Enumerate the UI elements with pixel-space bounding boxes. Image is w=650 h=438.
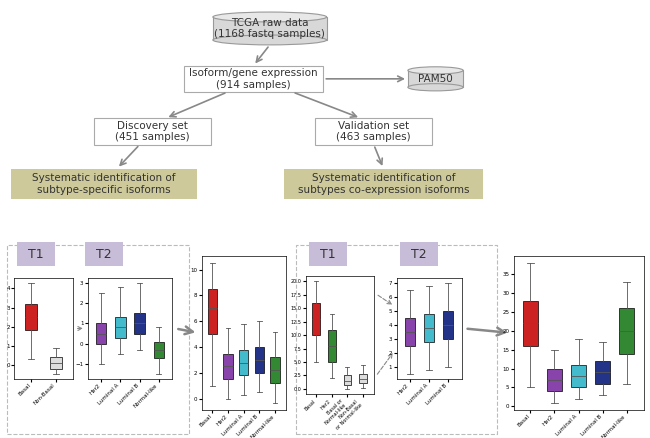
- PathPatch shape: [443, 311, 454, 339]
- Text: Validation set
(463 samples): Validation set (463 samples): [337, 120, 411, 142]
- PathPatch shape: [547, 369, 562, 391]
- Text: T2: T2: [96, 247, 112, 261]
- FancyBboxPatch shape: [315, 118, 432, 145]
- FancyBboxPatch shape: [6, 245, 188, 434]
- FancyBboxPatch shape: [285, 169, 482, 199]
- Text: Systematic identification of
subtypes co-expression isoforms: Systematic identification of subtypes co…: [298, 173, 469, 195]
- PathPatch shape: [571, 365, 586, 388]
- PathPatch shape: [25, 304, 38, 330]
- PathPatch shape: [313, 303, 320, 335]
- PathPatch shape: [424, 314, 434, 342]
- FancyBboxPatch shape: [184, 66, 324, 92]
- PathPatch shape: [115, 317, 125, 338]
- FancyBboxPatch shape: [309, 242, 347, 266]
- Text: Discovery set
(451 samples): Discovery set (451 samples): [116, 120, 190, 142]
- PathPatch shape: [224, 353, 233, 379]
- PathPatch shape: [595, 361, 610, 384]
- Text: TCGA raw data
(1168 fastq samples): TCGA raw data (1168 fastq samples): [214, 18, 325, 39]
- PathPatch shape: [135, 313, 145, 334]
- PathPatch shape: [96, 323, 107, 344]
- PathPatch shape: [359, 374, 367, 383]
- Text: PAM50: PAM50: [418, 74, 453, 84]
- FancyBboxPatch shape: [12, 169, 196, 199]
- Text: T1: T1: [28, 247, 44, 261]
- PathPatch shape: [404, 318, 415, 346]
- Ellipse shape: [213, 35, 326, 45]
- PathPatch shape: [270, 357, 280, 383]
- PathPatch shape: [343, 375, 351, 385]
- PathPatch shape: [49, 357, 62, 368]
- FancyBboxPatch shape: [94, 118, 211, 145]
- Ellipse shape: [408, 67, 463, 74]
- FancyBboxPatch shape: [400, 242, 438, 266]
- Ellipse shape: [213, 12, 326, 22]
- PathPatch shape: [328, 330, 336, 362]
- PathPatch shape: [255, 347, 264, 373]
- FancyBboxPatch shape: [85, 242, 123, 266]
- PathPatch shape: [619, 308, 634, 353]
- PathPatch shape: [208, 289, 217, 334]
- Text: Systematic identification of
subtype-specific isoforms: Systematic identification of subtype-spe…: [32, 173, 176, 195]
- PathPatch shape: [239, 350, 248, 375]
- FancyBboxPatch shape: [17, 242, 55, 266]
- PathPatch shape: [153, 342, 164, 358]
- FancyBboxPatch shape: [213, 17, 326, 40]
- PathPatch shape: [523, 301, 538, 346]
- Ellipse shape: [408, 84, 463, 91]
- Text: T2: T2: [411, 247, 427, 261]
- FancyBboxPatch shape: [408, 71, 463, 87]
- Text: T1: T1: [320, 247, 336, 261]
- FancyBboxPatch shape: [296, 245, 497, 434]
- Text: Isoform/gene expression
(914 samples): Isoform/gene expression (914 samples): [189, 68, 318, 90]
